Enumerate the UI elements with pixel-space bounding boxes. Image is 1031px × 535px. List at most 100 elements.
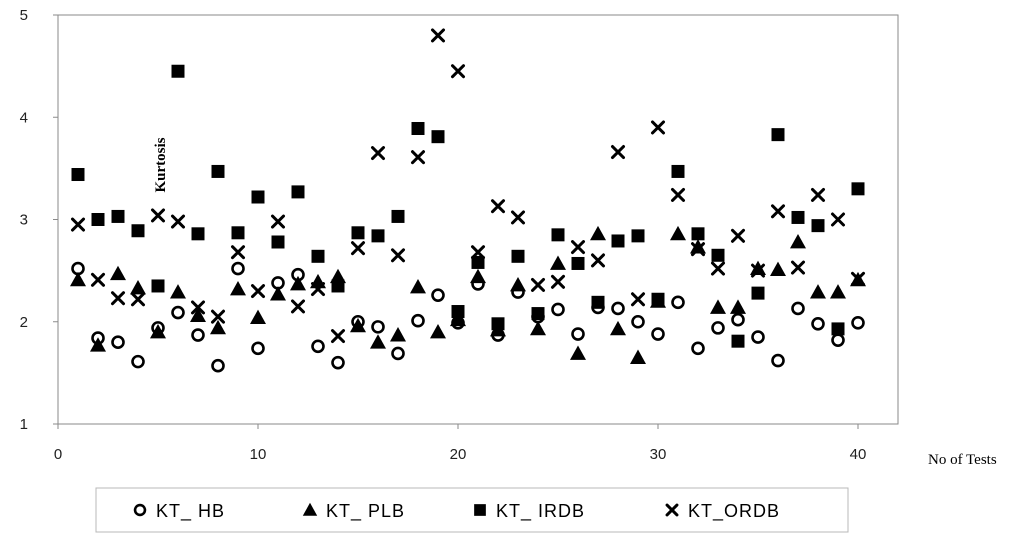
point-square-15 [351, 226, 365, 240]
point-cross-17 [391, 248, 405, 263]
legend-frame [95, 487, 849, 533]
point-circle-40 [851, 315, 865, 330]
point-cross-32 [691, 242, 705, 257]
point-square-20 [451, 305, 465, 319]
point-cross-27 [591, 253, 605, 268]
point-cross-36 [771, 204, 785, 219]
point-triangle-4 [130, 280, 146, 295]
point-triangle-16 [370, 334, 386, 349]
series-cross [71, 28, 865, 344]
legend-label-circle: KT_ HB [156, 501, 225, 522]
point-triangle-11 [270, 286, 286, 301]
point-cross-10 [251, 284, 265, 299]
y-tick-label-3: 4 [20, 109, 28, 126]
point-triangle-25 [550, 255, 566, 270]
point-cross-40 [851, 271, 865, 286]
point-square-16 [371, 229, 385, 243]
point-circle-17 [391, 346, 405, 361]
point-square-30 [651, 292, 665, 306]
point-square-32 [691, 227, 705, 241]
y-tick-label-0: 1 [20, 416, 28, 433]
point-cross-25 [551, 274, 565, 289]
point-triangle-27 [590, 225, 606, 241]
point-circle-10 [251, 341, 265, 356]
series-square [71, 64, 865, 348]
point-circle-28 [611, 301, 625, 316]
point-circle-34 [731, 312, 745, 327]
point-triangle-5 [150, 323, 166, 339]
point-triangle-32 [690, 239, 706, 254]
point-cross-30 [651, 120, 665, 135]
point-triangle-12 [290, 275, 306, 291]
point-triangle-23 [510, 276, 526, 292]
point-triangle-19 [430, 323, 446, 339]
point-cross-1 [71, 217, 85, 232]
legend-marker-circle [133, 503, 147, 517]
point-circle-37 [791, 301, 805, 316]
point-square-38 [811, 219, 825, 233]
point-cross-21 [471, 245, 485, 260]
point-cross-2 [91, 272, 105, 287]
point-circle-29 [631, 314, 645, 329]
point-cross-33 [711, 261, 725, 276]
point-square-18 [411, 121, 425, 135]
point-circle-9 [231, 261, 245, 276]
point-cross-31 [671, 187, 685, 202]
point-circle-14 [331, 355, 345, 370]
point-cross-18 [411, 150, 425, 165]
point-square-13 [311, 249, 325, 263]
point-square-11 [271, 235, 285, 249]
point-triangle-20 [450, 311, 466, 327]
legend-marker-triangle [302, 502, 318, 516]
point-square-33 [711, 248, 725, 262]
point-circle-32 [691, 341, 705, 356]
x-tick-label-1: 10 [250, 446, 267, 463]
point-square-24 [531, 307, 545, 321]
legend-label-triangle: KT_ PLB [326, 501, 405, 522]
point-cross-7 [191, 300, 205, 315]
point-triangle-10 [250, 309, 266, 325]
point-triangle-33 [710, 299, 726, 314]
point-circle-13 [311, 339, 325, 354]
point-square-39 [831, 322, 845, 336]
point-circle-6 [171, 305, 185, 320]
legend-marker-cross [665, 503, 679, 517]
point-circle-31 [671, 295, 685, 310]
legend-label-cross: KT_ORDB [688, 501, 780, 522]
point-square-36 [771, 128, 785, 142]
legend-label-square: KT_ IRDB [496, 501, 585, 522]
point-square-12 [291, 185, 305, 199]
x-tick-label-0: 0 [54, 446, 62, 463]
point-square-3 [111, 209, 125, 223]
point-circle-33 [711, 321, 725, 335]
point-cross-19 [431, 28, 445, 43]
point-square-29 [631, 229, 645, 243]
x-tick-label-2: 20 [450, 446, 467, 463]
data-points [70, 28, 866, 373]
point-square-28 [611, 234, 625, 248]
point-square-35 [751, 286, 765, 300]
y-tick-label-2: 3 [20, 212, 28, 229]
point-circle-7 [191, 328, 205, 342]
point-square-23 [511, 249, 525, 263]
y-tick-label-4: 5 [20, 7, 28, 24]
point-cross-4 [131, 292, 145, 307]
point-square-1 [71, 168, 85, 182]
point-triangle-31 [670, 225, 686, 241]
point-circle-25 [551, 302, 565, 317]
point-triangle-6 [170, 284, 186, 299]
point-triangle-36 [770, 261, 786, 277]
point-circle-26 [571, 327, 585, 341]
point-triangle-1 [70, 271, 86, 287]
x-axis-title: No of Tests [928, 452, 997, 468]
point-square-26 [571, 256, 585, 270]
point-square-40 [851, 182, 865, 196]
point-triangle-38 [810, 284, 826, 299]
y-axis-ticks: 1 2 3 4 5 [20, 7, 58, 433]
point-triangle-18 [410, 278, 426, 294]
point-cross-37 [791, 260, 805, 275]
legend: KT_ HB KT_ PLB KT_ IRDB KT_ORDB [95, 487, 849, 533]
point-circle-4 [131, 354, 145, 369]
point-triangle-8 [210, 319, 226, 335]
point-triangle-37 [790, 233, 806, 249]
